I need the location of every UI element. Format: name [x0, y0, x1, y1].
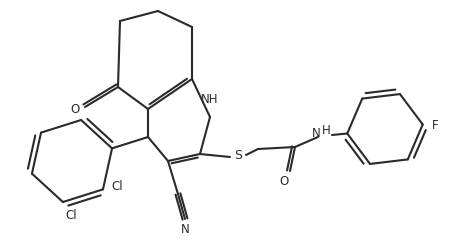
Text: Cl: Cl — [111, 179, 123, 192]
Text: F: F — [431, 118, 437, 132]
Text: O: O — [70, 103, 79, 116]
Text: H: H — [321, 124, 330, 137]
Text: N: N — [180, 222, 189, 235]
Text: O: O — [279, 175, 288, 188]
Text: S: S — [234, 149, 241, 162]
Text: NH: NH — [201, 93, 218, 106]
Text: Cl: Cl — [65, 208, 77, 221]
Text: N: N — [311, 127, 319, 140]
